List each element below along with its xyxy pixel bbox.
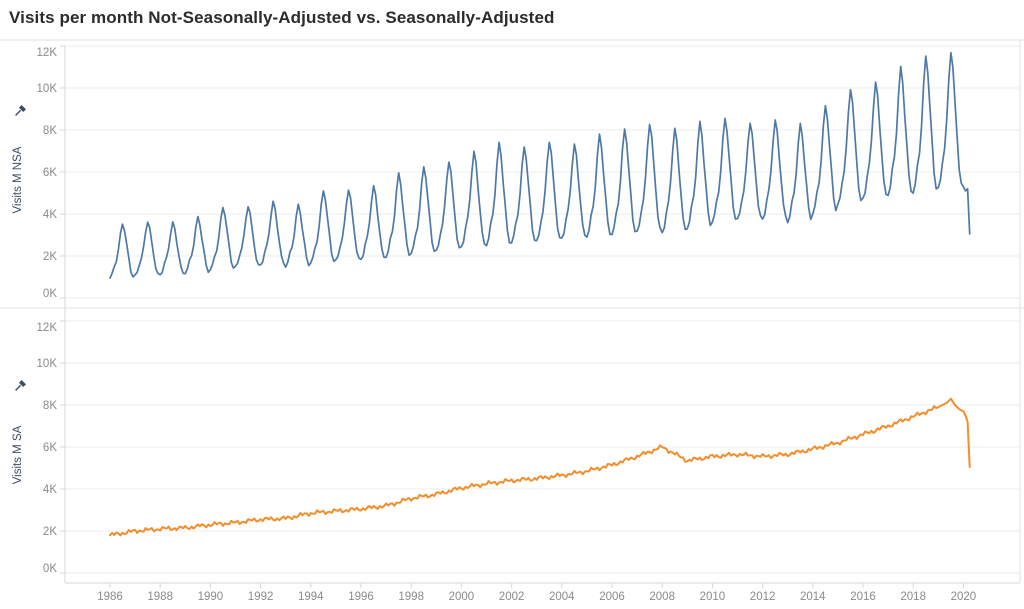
y-tick-label: 6K xyxy=(43,167,57,179)
y-tick-label: 0K xyxy=(43,288,57,300)
x-tick-label: 2008 xyxy=(649,591,675,603)
chart-title: Visits per month Not-Seasonally-Adjusted… xyxy=(9,8,555,27)
y-tick-label: 10K xyxy=(37,358,58,370)
y-tick-label: 8K xyxy=(43,125,57,137)
x-tick-label: 2010 xyxy=(700,591,726,603)
x-tick-label: 2014 xyxy=(800,591,826,603)
y-tick-label: 12K xyxy=(37,322,58,334)
x-tick-label: 2012 xyxy=(750,591,776,603)
x-tick-label: 1996 xyxy=(348,591,374,603)
y-tick-label: 6K xyxy=(43,442,57,454)
x-tick-label: 1986 xyxy=(97,591,123,603)
x-tick-label: 1990 xyxy=(198,591,224,603)
pinned-axis-icon[interactable] xyxy=(14,379,27,392)
y-tick-label: 8K xyxy=(43,400,57,412)
x-tick-label: 2000 xyxy=(449,591,475,603)
y-tick-label: 10K xyxy=(37,83,58,95)
x-tick-label: 1994 xyxy=(298,591,324,603)
x-tick-label: 2020 xyxy=(951,591,977,603)
x-tick-label: 2004 xyxy=(549,591,575,603)
x-tick-label: 2006 xyxy=(599,591,625,603)
pinned-axis-icon[interactable] xyxy=(14,104,27,117)
x-tick-label: 2018 xyxy=(900,591,926,603)
y-tick-label: 4K xyxy=(43,484,57,496)
nsa-line[interactable] xyxy=(109,51,971,279)
x-tick-label: 1998 xyxy=(398,591,424,603)
y-tick-label: 0K xyxy=(43,563,57,575)
y-tick-label: 12K xyxy=(37,47,58,59)
y-axis-title-sa: Visits M SA xyxy=(12,425,24,485)
sa-line[interactable] xyxy=(109,397,971,537)
x-tick-label: 2016 xyxy=(850,591,876,603)
y-tick-label: 4K xyxy=(43,209,57,221)
y-tick-label: 2K xyxy=(43,251,57,263)
x-tick-label: 2002 xyxy=(499,591,525,603)
x-tick-label: 1992 xyxy=(248,591,274,603)
y-tick-label: 2K xyxy=(43,526,57,538)
y-axis-title-nsa: Visits M NSA xyxy=(12,146,24,214)
x-tick-label: 1988 xyxy=(147,591,173,603)
